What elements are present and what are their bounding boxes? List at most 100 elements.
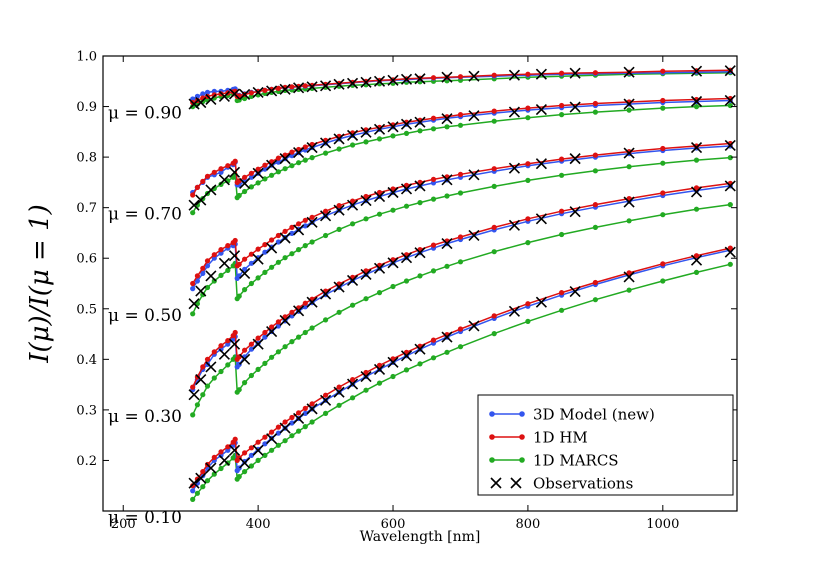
- observation-marker: [623, 98, 635, 110]
- observation-marker: [724, 94, 736, 107]
- data-point: [660, 97, 666, 104]
- observation-marker: [252, 86, 264, 98]
- observation-marker: [252, 167, 264, 179]
- observation-marker: [205, 462, 217, 474]
- data-point: [444, 349, 450, 355]
- data-point: [350, 142, 356, 148]
- observation-marker: [400, 350, 413, 362]
- data-point: [218, 343, 224, 349]
- data-point: [275, 319, 281, 325]
- observation-marker: [320, 394, 332, 406]
- data-point: [350, 198, 356, 204]
- data-point: [457, 74, 464, 80]
- data-point: [190, 286, 196, 292]
- data-point: [255, 457, 261, 463]
- data-point: [194, 184, 200, 190]
- series-1d-marcs-mu-07: [190, 102, 733, 216]
- data-point: [559, 102, 565, 109]
- data-point: [559, 70, 565, 76]
- data-point: [289, 309, 295, 315]
- data-point: [525, 318, 531, 324]
- observation-marker: [414, 116, 426, 128]
- data-point: [309, 214, 315, 220]
- data-point: [232, 237, 238, 244]
- data-point: [211, 375, 217, 381]
- data-point: [190, 412, 196, 418]
- data-point: [225, 444, 231, 450]
- data-point: [626, 218, 632, 224]
- observation-marker: [468, 320, 480, 332]
- data-point: [282, 166, 288, 172]
- observation-marker: [306, 403, 318, 415]
- observation-marker: [360, 76, 372, 88]
- data-point: [200, 484, 206, 490]
- data-point: [211, 169, 217, 175]
- data-point: [269, 237, 275, 243]
- y-tick-label: 0.4: [76, 353, 97, 368]
- observation-marker: [239, 267, 251, 279]
- data-point: [289, 313, 295, 319]
- observation-marker: [188, 477, 200, 489]
- data-point: [262, 329, 268, 336]
- data-point: [430, 337, 437, 343]
- series-observations-mu-07: [188, 94, 736, 211]
- data-point: [491, 183, 497, 189]
- data-point: [269, 354, 275, 360]
- data-point: [660, 105, 666, 111]
- data-point: [559, 307, 565, 313]
- data-point: [194, 490, 200, 496]
- data-point: [275, 85, 281, 91]
- data-point: [693, 253, 700, 259]
- observation-marker: [360, 195, 372, 207]
- data-point: [218, 169, 224, 175]
- observation-marker: [252, 253, 264, 265]
- data-point: [190, 496, 196, 502]
- data-point: [262, 242, 268, 248]
- observation-marker: [414, 343, 426, 355]
- legend-marker: [489, 434, 495, 440]
- series-1d-marcs-mu-05: [190, 155, 733, 317]
- data-point: [232, 158, 238, 164]
- data-point: [592, 279, 599, 286]
- observation-marker: [508, 162, 520, 174]
- data-point: [248, 170, 254, 176]
- data-point: [242, 450, 248, 456]
- observation-marker: [266, 433, 278, 445]
- data-point: [255, 166, 261, 172]
- observation-marker: [279, 83, 291, 95]
- observation-marker: [205, 93, 217, 106]
- data-point: [255, 366, 261, 372]
- data-point: [693, 157, 700, 163]
- data-point: [289, 163, 295, 169]
- observation-marker: [205, 270, 217, 282]
- data-point: [289, 84, 295, 90]
- observation-marker: [508, 106, 520, 118]
- observation-marker: [293, 224, 305, 236]
- data-point: [236, 293, 242, 299]
- legend-label: 1D MARCS: [533, 452, 619, 470]
- data-point: [376, 362, 383, 368]
- data-point: [660, 278, 666, 284]
- data-point: [430, 126, 437, 132]
- data-point: [363, 296, 369, 302]
- data-point: [275, 442, 281, 448]
- data-point: [204, 478, 211, 484]
- data-point: [592, 224, 599, 230]
- y-tick-label: 0.6: [76, 252, 97, 267]
- observation-marker: [414, 180, 426, 192]
- data-point: [232, 329, 238, 336]
- data-point: [336, 309, 342, 315]
- data-point: [225, 338, 231, 344]
- observation-marker: [266, 242, 278, 254]
- data-point: [525, 105, 531, 111]
- data-point: [269, 429, 275, 435]
- data-point: [236, 261, 242, 267]
- data-point: [323, 208, 329, 214]
- data-point: [282, 344, 288, 350]
- observation-marker: [346, 274, 359, 287]
- data-point: [457, 234, 464, 240]
- data-point: [309, 325, 315, 331]
- series-layer: [188, 65, 736, 502]
- data-point: [626, 270, 632, 276]
- series-observations-mu-03: [188, 180, 736, 401]
